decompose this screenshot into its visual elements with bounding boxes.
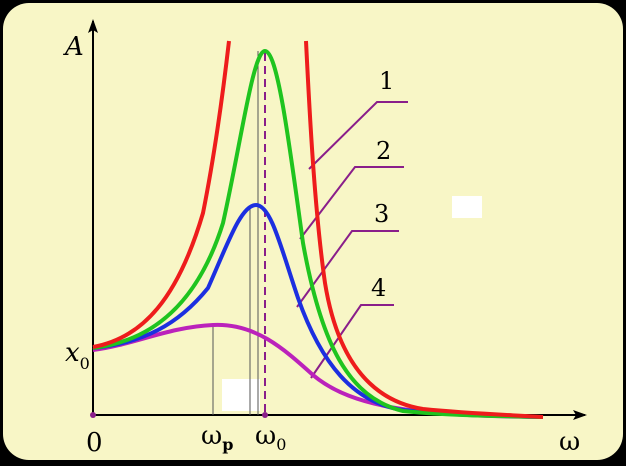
omega0-dot (262, 412, 268, 418)
omega0-label: ω0 (255, 421, 286, 454)
leader-line-1 (308, 101, 408, 170)
curve-number-4: 4 (371, 274, 386, 302)
curve-1-left (92, 40, 231, 349)
curve-number-3: 3 (374, 200, 389, 228)
x-axis-label: ω (559, 427, 580, 457)
resonance-diagram: 1 2 3 4 A ω 0 x0 ωp ω0 (3, 3, 623, 460)
x0-label: x0 (65, 338, 90, 373)
leader-line-4 (310, 304, 394, 379)
omega-p-label: ωp (201, 421, 233, 454)
leader-line-3 (296, 230, 399, 308)
curve-number-1: 1 (379, 67, 394, 95)
curve-number-2: 2 (376, 137, 391, 165)
curve-4 (92, 322, 544, 419)
origin-dot (90, 412, 96, 418)
blank-patch (452, 196, 482, 218)
diagram-canvas: 1 2 3 4 A ω 0 x0 ωp ω0 (63, 19, 587, 458)
curve-1-right (304, 40, 544, 419)
curve-2 (92, 48, 544, 419)
y-axis-label: A (63, 32, 84, 62)
blank-patch (222, 379, 260, 411)
origin-label: 0 (86, 428, 103, 458)
